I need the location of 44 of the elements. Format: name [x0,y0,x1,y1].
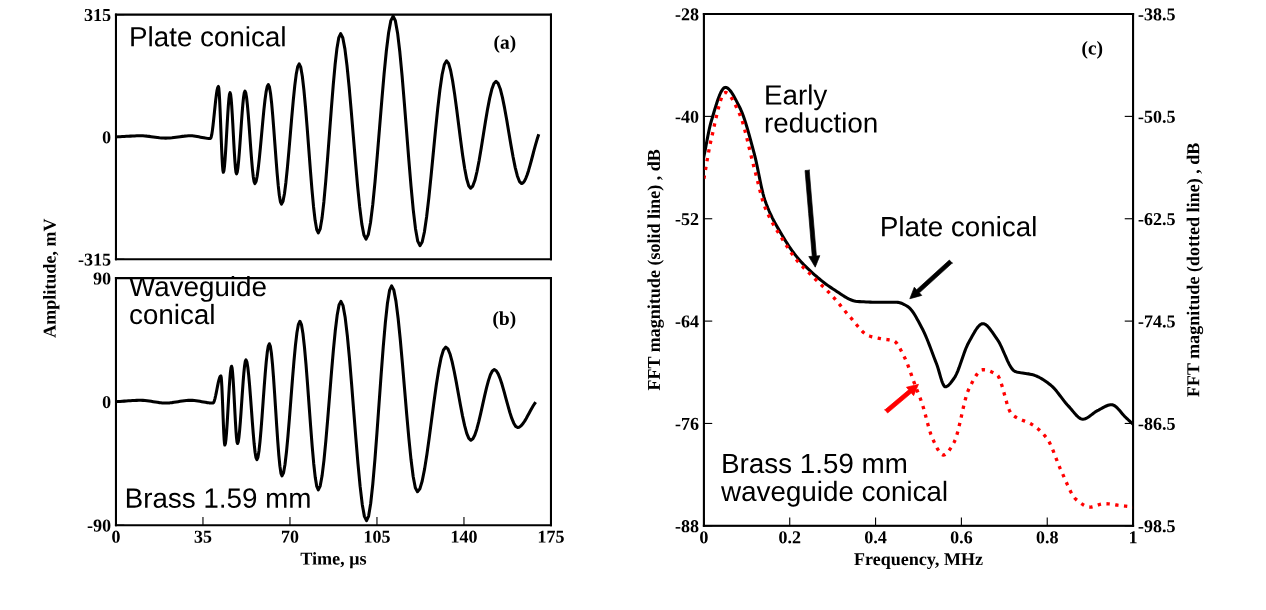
y2-tick-label: -86.5 [1138,417,1175,430]
x-tick-label: 1 [1130,531,1137,544]
y-tick-label: 315 [84,8,111,22]
x-tick-label: 0 [112,530,120,543]
annotation: Plate conical [882,216,1036,237]
x-tick-label: 175 [538,530,564,543]
annotation: Plate conical [131,26,285,47]
x-tick-label: 140 [451,530,477,543]
y2-tick-label: -50.5 [1138,110,1175,123]
x-axis-title: Time, µs [300,552,367,569]
y2-tick-label: -98.5 [1138,520,1175,533]
annotation: (c) [1082,41,1103,59]
y2-tick-label: -62.5 [1138,213,1175,226]
x-tick-label: 105 [364,530,390,543]
y-tick-label: 0 [102,131,111,144]
annotation: Early reduction [765,84,877,133]
x-tick-label: 70 [281,530,299,543]
y-tick-label: -28 [675,8,699,21]
y-tick-label: -90 [87,519,111,532]
y-tick-label: 90 [93,272,111,285]
y-tick-label: -88 [675,520,699,533]
annotation: Brass 1.59 mm [126,488,310,508]
x-tick-label: 35 [194,530,212,543]
y-tick-label: -64 [675,315,699,328]
annotation: (b) [493,311,516,329]
x-tick-label: 0 [700,531,708,544]
annotation: Waveguide conical [129,275,266,325]
y-axis-title: FFT magnitude (solid line) , dB [647,149,664,391]
x-tick-label: 0.6 [950,531,973,544]
annotation: Brass 1.59 mm waveguide conical [721,453,947,507]
x-tick-label: 0.8 [1036,531,1058,544]
y2-axis-title: FFT magnitude (dotted line) , dB [1186,143,1204,397]
y-tick-label: -315 [78,253,111,266]
y2-tick-label: -74.5 [1138,315,1175,328]
x-tick-label: 0.4 [864,531,887,544]
x-axis-title: Frequency, MHz [854,553,983,569]
y-tick-label: 0 [102,395,111,409]
y-axis-title: Amplitude, mV [43,218,60,338]
y-tick-label: -76 [675,417,699,430]
y-tick-label: -52 [675,213,699,226]
y-tick-label: -40 [675,110,699,123]
annotation: (a) [494,35,516,53]
x-tick-label: 0.2 [779,531,801,544]
y2-tick-label: -38.5 [1138,8,1175,21]
